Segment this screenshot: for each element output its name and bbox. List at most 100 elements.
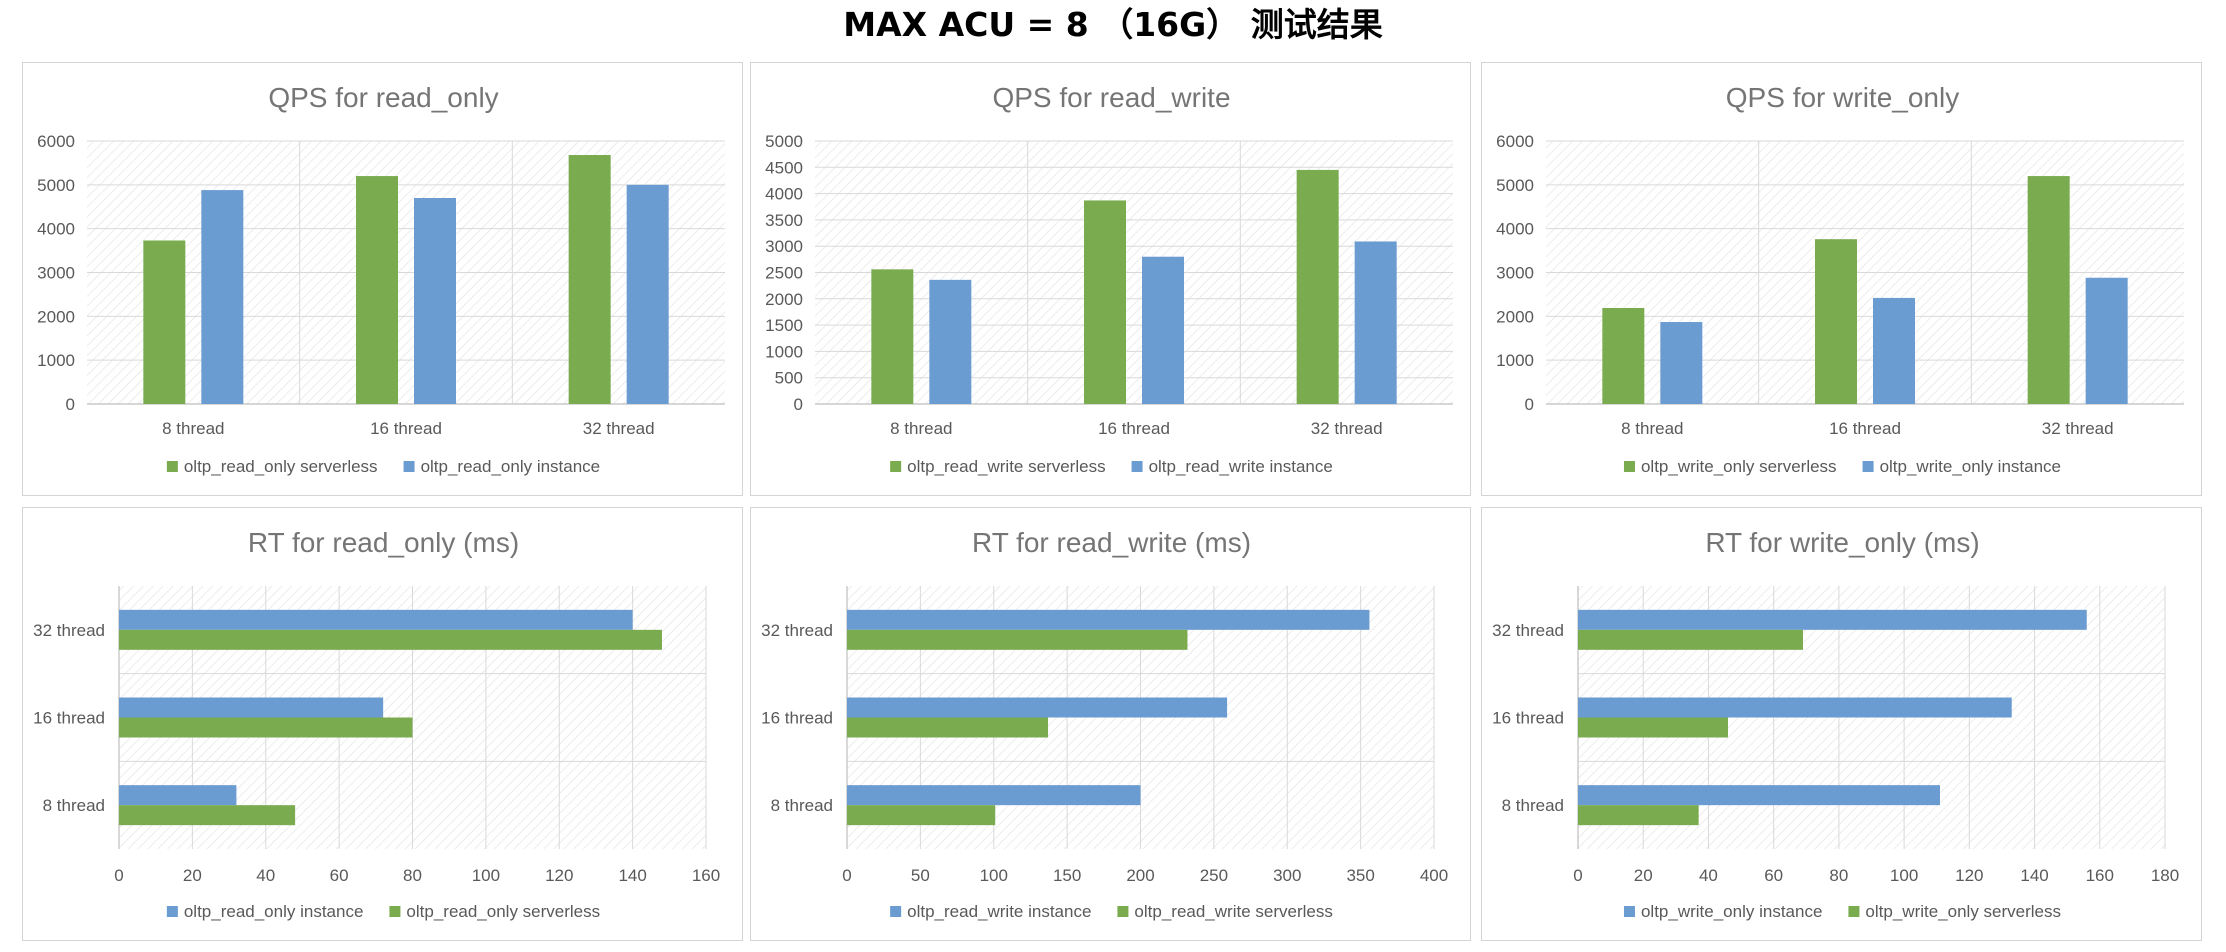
y-category-label: 16 thread [33, 709, 105, 728]
legend-label: oltp_read_write serverless [1134, 902, 1332, 921]
bar-instance [1660, 322, 1703, 404]
bar-instance [1578, 785, 1940, 806]
x-tick-label: 120 [545, 866, 573, 885]
y-tick-label: 5000 [765, 132, 803, 151]
legend-label: oltp_read_write instance [907, 902, 1091, 921]
y-category-label: 32 thread [761, 621, 833, 640]
chart-svg: QPS for read_write 0 500 1000 1500 2000 2500 30… [765, 82, 1453, 476]
bar-instance [847, 697, 1228, 718]
chart-panel-qps-read-write: QPS for read_write 0 500 1000 1500 2000 2500 30… [750, 62, 1471, 496]
y-tick-label: 3000 [1496, 264, 1534, 283]
x-tick-label: 160 [2086, 866, 2114, 885]
bar-serverless [847, 629, 1188, 650]
y-tick-label: 4000 [37, 220, 75, 239]
chart-panel-qps-read-only: QPS for read_only 0 1000 2000 3000 4000 5000 60… [22, 62, 743, 496]
legend-swatch-instance [1862, 461, 1874, 472]
y-tick-label: 500 [775, 369, 803, 388]
y-tick-label: 2500 [765, 264, 803, 283]
bar-instance [1142, 256, 1184, 404]
y-tick-label: 1000 [37, 351, 75, 370]
legend-swatch-instance [1623, 906, 1635, 917]
x-category-label: 16 thread [1829, 419, 1901, 438]
y-tick-label: 0 [66, 395, 75, 414]
y-category-label: 32 thread [33, 621, 105, 640]
x-category-label: 32 thread [2042, 419, 2114, 438]
legend-swatch-serverless [890, 461, 902, 472]
y-category-label: 8 thread [1502, 796, 1564, 815]
y-tick-label: 0 [794, 395, 803, 414]
chart-panel-qps-write-only: QPS for write_only 0 1000 2000 3000 4000 5000 6… [1481, 62, 2202, 496]
x-tick-label: 250 [1200, 866, 1228, 885]
bar-serverless [1815, 239, 1857, 404]
legend-swatch-instance [403, 461, 415, 472]
page-title: MAX ACU = 8 （16G） 测试结果 [843, 5, 1383, 44]
y-tick-label: 3000 [765, 237, 803, 256]
y-category-label: 8 thread [43, 796, 105, 815]
chart-title: RT for write_only (ms) [1705, 527, 1979, 558]
y-tick-label: 2000 [37, 307, 75, 326]
x-category-label: 32 thread [1311, 419, 1383, 438]
x-tick-label: 350 [1346, 866, 1374, 885]
chart-title: QPS for read_only [268, 82, 498, 113]
bar-serverless [1296, 169, 1339, 404]
y-tick-label: 1000 [765, 342, 803, 361]
legend-label: oltp_write_only instance [1641, 902, 1822, 921]
y-tick-label: 1000 [1496, 351, 1534, 370]
x-tick-label: 400 [1420, 866, 1448, 885]
x-tick-label: 100 [472, 866, 500, 885]
x-category-label: 32 thread [583, 419, 655, 438]
bar-instance [626, 184, 669, 404]
bar-instance [119, 609, 633, 630]
chart-svg: QPS for write_only 0 1000 2000 3000 4000 5000 6… [1496, 82, 2184, 476]
chart-title: QPS for read_write [992, 82, 1230, 113]
bar-instance [2085, 277, 2128, 404]
x-category-label: 8 thread [1621, 419, 1683, 438]
bar-instance [1578, 609, 2087, 630]
legend-label: oltp_read_only serverless [406, 902, 600, 921]
bar-instance [929, 279, 972, 404]
x-tick-label: 150 [1053, 866, 1081, 885]
y-tick-label: 5000 [37, 176, 75, 195]
legend-label: oltp_write_only serverless [1865, 902, 2061, 921]
legend-label: oltp_read_write instance [1149, 457, 1333, 476]
y-tick-label: 3000 [37, 264, 75, 283]
y-tick-label: 6000 [37, 132, 75, 151]
bar-instance [1354, 241, 1397, 404]
legend-swatch-serverless [389, 906, 401, 917]
legend-swatch-serverless [166, 461, 178, 472]
legend: oltp_write_only serverless oltp_write_onl… [1623, 457, 2061, 476]
legend-swatch-instance [890, 906, 902, 917]
x-category-label: 8 thread [162, 419, 224, 438]
x-tick-label: 80 [403, 866, 422, 885]
bar-instance [1873, 297, 1915, 404]
x-tick-label: 20 [183, 866, 202, 885]
chart-title: RT for read_write (ms) [972, 527, 1251, 558]
x-tick-label: 0 [114, 866, 123, 885]
x-tick-label: 180 [2151, 866, 2179, 885]
legend-swatch-serverless [1623, 461, 1635, 472]
bar-serverless [871, 269, 914, 404]
x-tick-label: 0 [842, 866, 851, 885]
bar-serverless [1084, 200, 1126, 404]
bar-serverless [1602, 308, 1645, 404]
bar-instance [847, 609, 1370, 630]
chart-svg: RT for read_only (ms) 0 20 40 60 80 100 120 140 1… [33, 527, 720, 921]
bar-instance [201, 190, 244, 404]
x-tick-label: 80 [1829, 866, 1848, 885]
bar-serverless [119, 629, 662, 650]
y-tick-label: 6000 [1496, 132, 1534, 151]
y-tick-label: 4000 [765, 185, 803, 204]
x-tick-label: 40 [1699, 866, 1718, 885]
y-tick-label: 4000 [1496, 220, 1534, 239]
bar-serverless [847, 717, 1049, 738]
bar-serverless [1578, 717, 1729, 738]
chart-svg: RT for read_write (ms) 0 50 100 150 200 250 300… [761, 527, 1448, 921]
legend-label: oltp_write_only serverless [1641, 457, 1837, 476]
legend: oltp_read_only serverless oltp_read_only … [166, 457, 600, 476]
bar-serverless [1578, 629, 1804, 650]
x-tick-label: 120 [1955, 866, 1983, 885]
x-tick-label: 100 [980, 866, 1008, 885]
x-category-label: 16 thread [370, 419, 442, 438]
x-tick-label: 100 [1890, 866, 1918, 885]
chart-title: QPS for write_only [1726, 82, 1959, 113]
